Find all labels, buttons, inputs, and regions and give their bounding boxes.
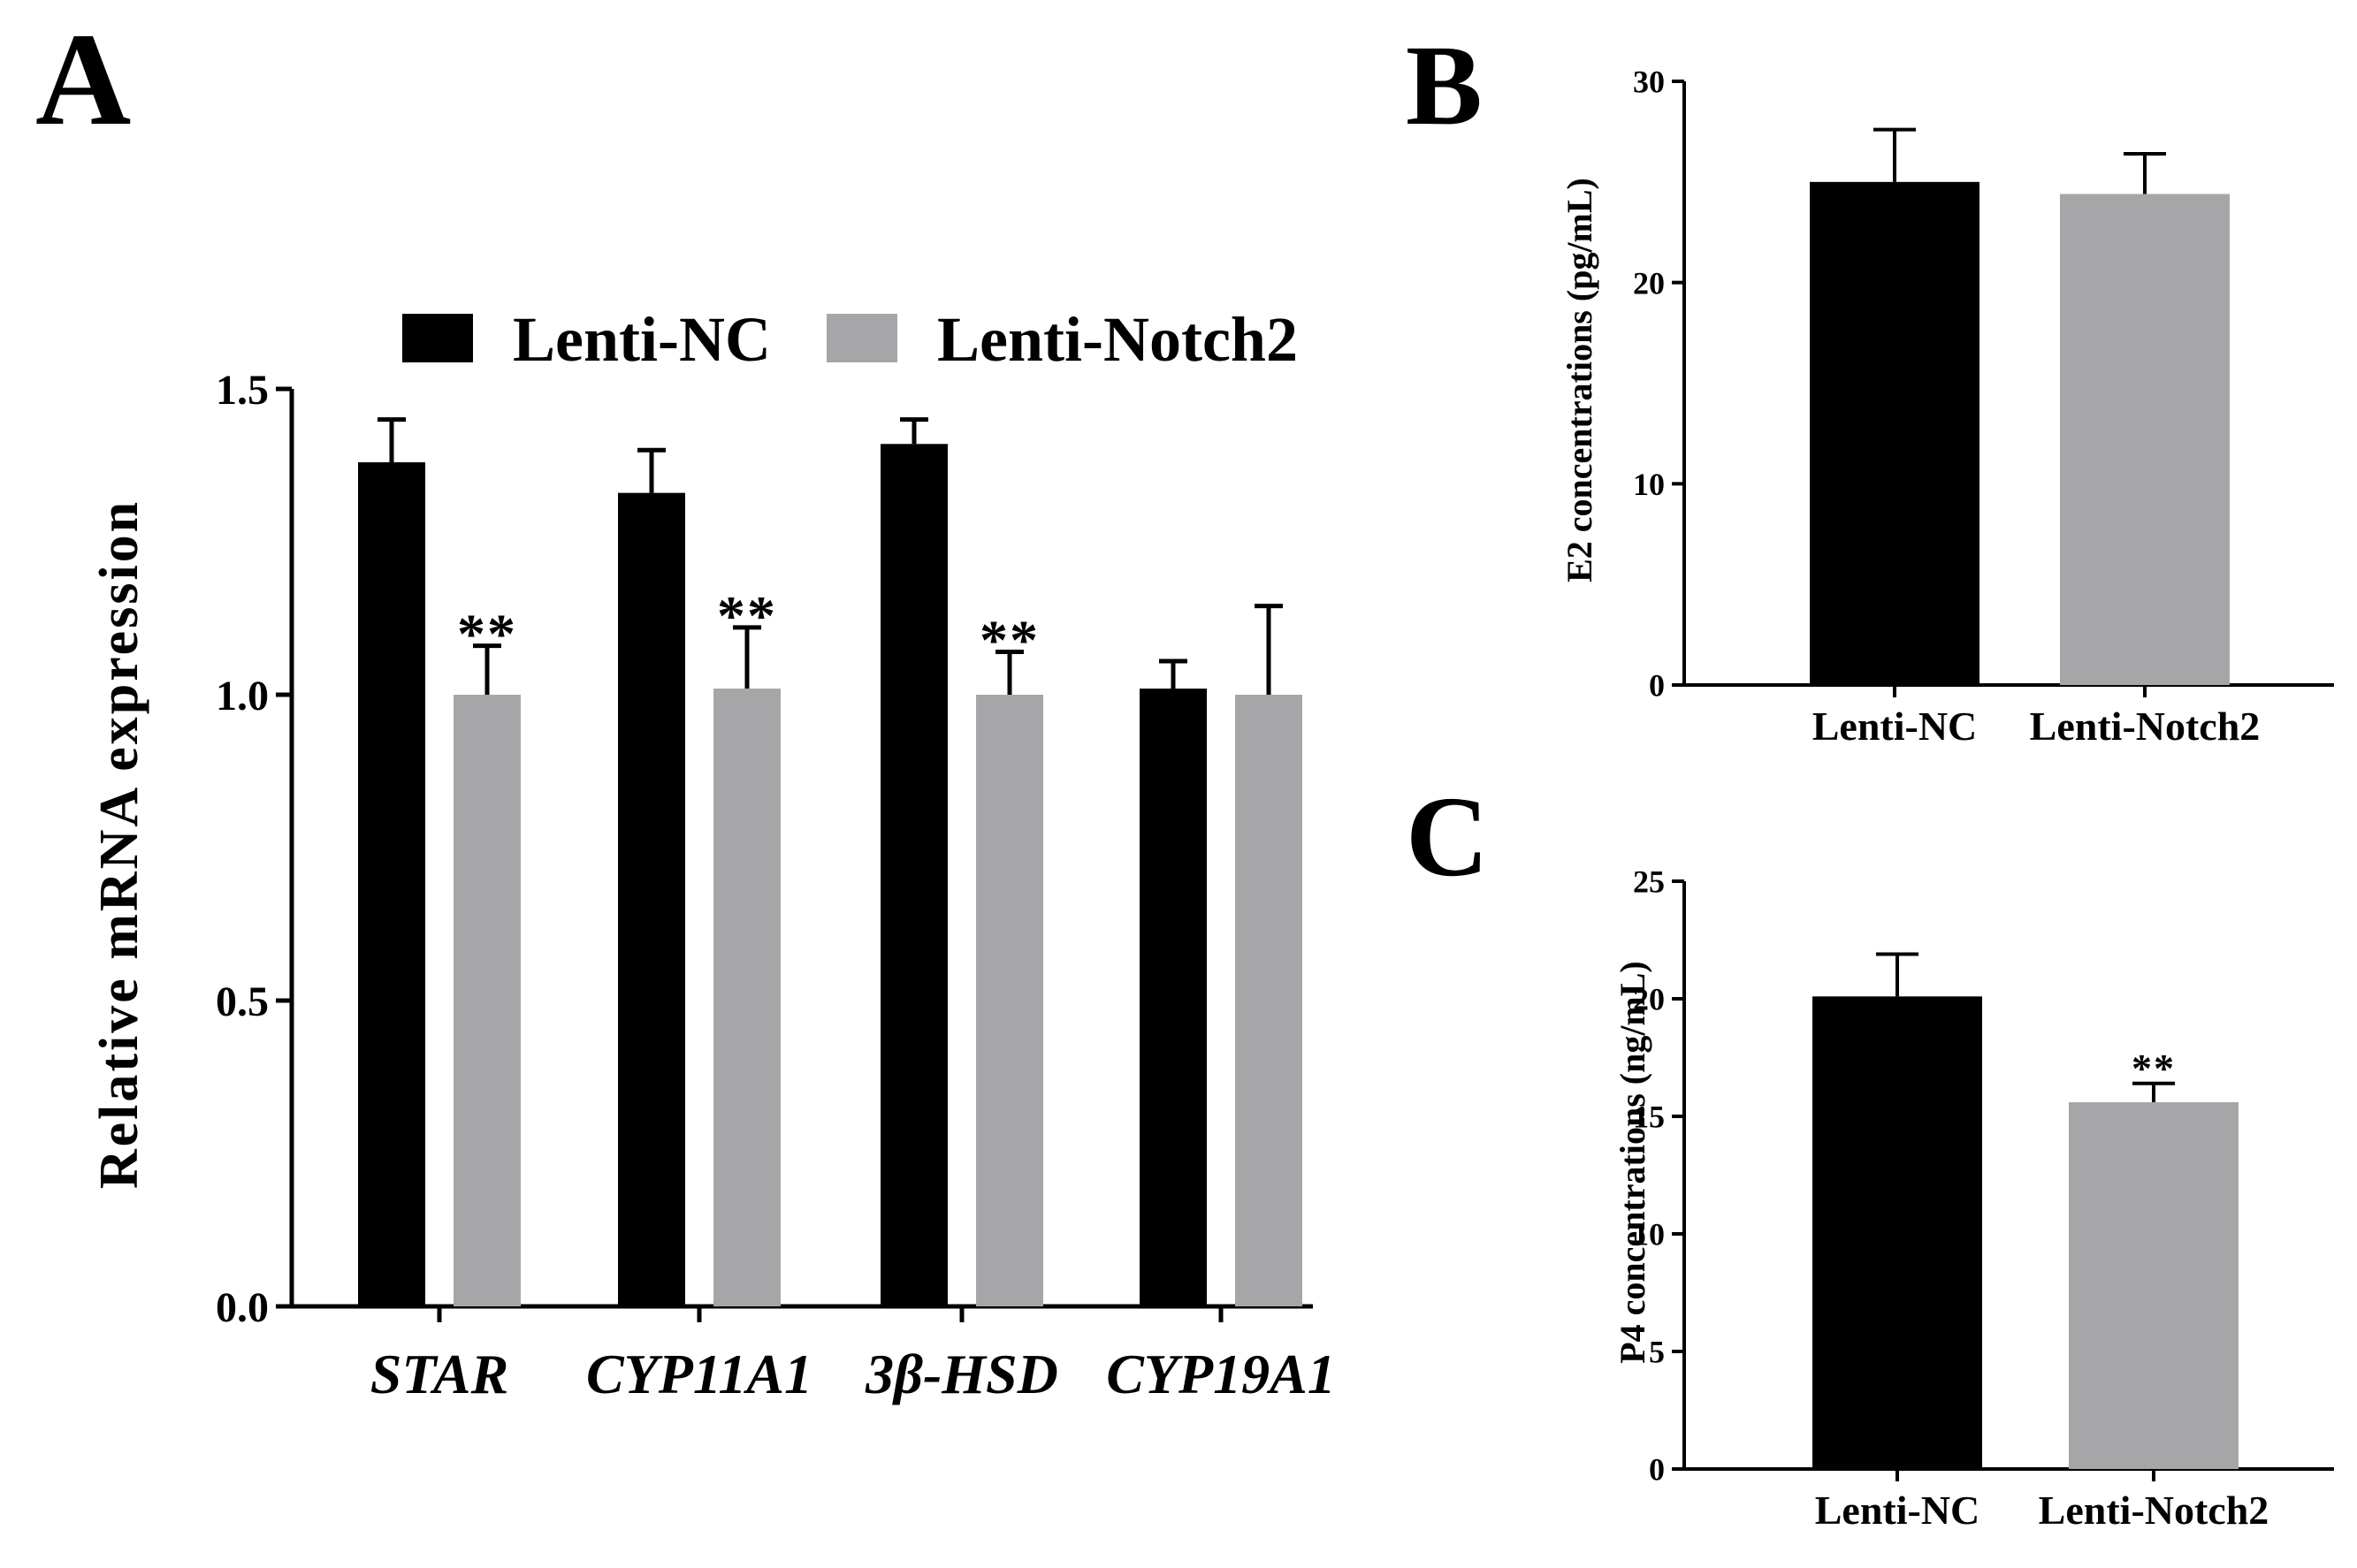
panel-a-significance-star: ** bbox=[457, 603, 517, 666]
panel-a-y-tick-label-1-5: 1.5 bbox=[216, 367, 269, 414]
legend-label-lenti-nc: Lenti-NC bbox=[513, 304, 771, 375]
panel-c-y-tick-label-20: 20 bbox=[1633, 982, 1665, 1017]
panel-a-category-label-star: STAR bbox=[370, 1343, 509, 1405]
panel-c-bar-lenti-notch2 bbox=[2069, 1102, 2239, 1469]
legend-swatch-lenti-notch2 bbox=[827, 314, 897, 362]
panel-b-y-tick-label-10: 10 bbox=[1633, 467, 1665, 502]
panel-b-category-label-lenti-notch2: Lenti-Notch2 bbox=[2030, 704, 2261, 749]
panel-c-category-label-lenti-nc: Lenti-NC bbox=[1815, 1488, 1980, 1533]
panel-c-y-tick-label-5: 5 bbox=[1649, 1335, 1665, 1370]
panel-c-category-label-lenti-notch2: Lenti-Notch2 bbox=[2039, 1488, 2269, 1533]
panel-c-bar-lenti-nc bbox=[1812, 996, 1982, 1469]
panel-a-bar-cyp19a1-lenti-notch2 bbox=[1235, 695, 1302, 1306]
panel-c-y-tick-label-25: 25 bbox=[1633, 864, 1665, 900]
panel-a-bar-cyp11a1-lenti-notch2 bbox=[713, 689, 781, 1306]
panel-a-category-label-cyp11a1: CYP11A1 bbox=[586, 1343, 812, 1405]
panel-a-chart: 0.0 0.5 1.0 1.5 STAR ** CYP11A1 ** 3β-HSD ** CYP19… bbox=[216, 367, 1336, 1405]
panel-b-chart: 0 10 20 30 Lenti-NC Lenti-Notch2 bbox=[1633, 65, 2334, 749]
panel-c-y-axis-title: P4 concentrations (ng/mL) bbox=[1613, 961, 1652, 1364]
panel-c-y-tick-label-0: 0 bbox=[1649, 1452, 1665, 1488]
panel-label-c: C bbox=[1406, 773, 1489, 901]
panel-b-y-tick-label-30: 30 bbox=[1633, 65, 1665, 100]
legend-swatch-lenti-nc bbox=[402, 314, 473, 362]
panel-a-bar-star-lenti-notch2 bbox=[454, 695, 521, 1306]
panel-a-y-tick-label-0-0: 0.0 bbox=[216, 1284, 269, 1331]
panel-c-y-tick-label-15: 15 bbox=[1633, 1100, 1665, 1135]
panel-a-significance-cyp11a1: ** bbox=[717, 584, 777, 647]
legend-label-lenti-notch2: Lenti-Notch2 bbox=[937, 304, 1298, 375]
panel-a-significance-3-hsd: ** bbox=[980, 609, 1040, 672]
panel-b-y-tick-label-0: 0 bbox=[1649, 668, 1665, 704]
panel-c-y-tick-label-10: 10 bbox=[1633, 1217, 1665, 1252]
panel-a-bar-3-hsd-lenti-notch2 bbox=[976, 695, 1043, 1306]
panel-a-bar-star-lenti-nc bbox=[358, 462, 425, 1306]
panel-b-category-label-lenti-nc: Lenti-NC bbox=[1812, 704, 1978, 749]
panel-a-y-tick-label-1-0: 1.0 bbox=[216, 673, 269, 719]
panel-b-y-axis-title: E2 concentrations (pg/mL) bbox=[1560, 178, 1599, 582]
panel-c-chart: 0 5 10 15 20 25 Lenti-NC Lenti-Notch2 ** bbox=[1633, 864, 2334, 1533]
panel-b-y-tick-label-20: 20 bbox=[1633, 265, 1665, 301]
panel-a-y-tick-label-0-5: 0.5 bbox=[216, 978, 269, 1025]
panel-label-b: B bbox=[1406, 22, 1483, 149]
panel-b-bar-lenti-notch2 bbox=[2060, 194, 2230, 685]
panel-a-category-label-cyp19a1: CYP19A1 bbox=[1106, 1343, 1336, 1405]
panel-label-a: A bbox=[35, 6, 131, 153]
legend: Lenti-NC Lenti-Notch2 bbox=[402, 304, 1298, 375]
panel-a-category-label-3-hsd: 3β-HSD bbox=[865, 1343, 1058, 1405]
panel-b-bar-lenti-nc bbox=[1810, 181, 1979, 686]
panel-a-bar-cyp19a1-lenti-nc bbox=[1140, 689, 1207, 1306]
panel-c-significance-lenti-notch2: ** bbox=[2132, 1046, 2176, 1091]
panel-a-y-axis-title: Relative mRNA expression bbox=[89, 499, 149, 1189]
panel-a-bar-cyp11a1-lenti-nc bbox=[618, 492, 685, 1306]
panel-a-bar-3-hsd-lenti-nc bbox=[881, 444, 948, 1306]
